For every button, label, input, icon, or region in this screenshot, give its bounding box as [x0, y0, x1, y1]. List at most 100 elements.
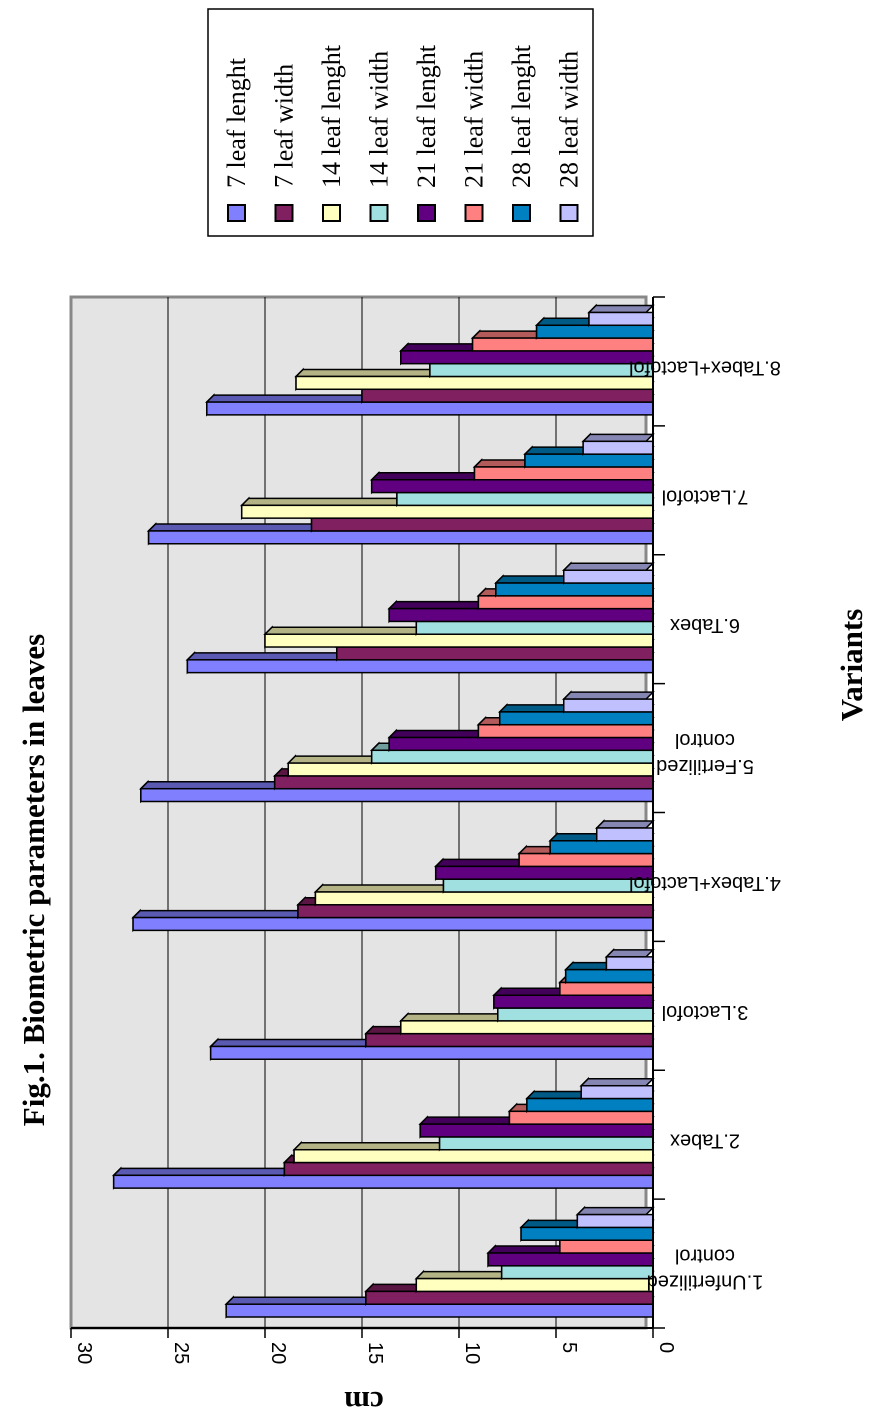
category-label: 5.Fertilizedcontrol [656, 729, 754, 777]
legend-swatch [512, 204, 531, 222]
bar-front [240, 504, 654, 519]
legend-label: 7 leaf width [270, 64, 299, 188]
bar-front [388, 736, 654, 752]
bar-front [225, 1303, 654, 1318]
value-tick-label: 15 [364, 1342, 386, 1364]
bar-front [438, 1136, 654, 1151]
value-tick-label: 20 [267, 1342, 289, 1364]
value-tick-label: 10 [461, 1342, 483, 1364]
value-tick-label: 30 [73, 1342, 95, 1364]
bar-front [273, 775, 654, 790]
legend-label: 14 leaf width [365, 51, 394, 188]
bar-front [400, 350, 654, 365]
category-label: 8.Tabex+Lactofol [629, 356, 781, 378]
bar-front [209, 1045, 654, 1060]
bar-front [400, 1020, 654, 1035]
legend-label: 28 leaf lenght [507, 44, 536, 188]
bar [579, 1076, 655, 1101]
bar-front [370, 749, 654, 764]
bar-front [396, 491, 654, 507]
category-label: 2.Tabex [670, 1130, 740, 1152]
bar-front [563, 569, 654, 584]
bar-top-face [575, 1206, 655, 1216]
bar-front [132, 916, 654, 932]
category-label: 1.Unfertilizedcontrol [647, 1245, 764, 1293]
bar-front [415, 1277, 654, 1293]
legend-swatch [417, 204, 436, 222]
bar [561, 561, 655, 585]
bar-top-face [604, 949, 655, 958]
bar-front [361, 388, 654, 403]
bar-front [365, 1032, 654, 1048]
bar-front [434, 865, 654, 880]
bar-front [140, 787, 654, 803]
bar-front [559, 1239, 654, 1254]
legend-label: 14 leaf lenght [317, 44, 346, 188]
bar-front [297, 904, 654, 919]
bar-front [206, 401, 654, 416]
legend-swatch [322, 204, 341, 222]
bar-front [112, 1174, 654, 1189]
legend-label: 21 leaf width [460, 51, 489, 188]
bar-front [477, 595, 654, 610]
bar-front [419, 1123, 654, 1138]
bar [594, 819, 655, 843]
bar-front [582, 440, 654, 455]
bar-front [493, 994, 654, 1009]
bar [561, 690, 655, 714]
bar-front [495, 582, 654, 597]
bar-front [370, 479, 654, 494]
bar-top-face [561, 562, 655, 571]
bar-front [473, 466, 654, 481]
bar [575, 1205, 655, 1230]
bar-front [295, 375, 654, 391]
bar [604, 948, 655, 972]
bar-front [477, 723, 654, 739]
bar-front [415, 620, 654, 635]
bar-front [520, 1226, 654, 1241]
bar-front [563, 698, 654, 713]
bar-front [498, 711, 654, 726]
bar-front [442, 878, 654, 893]
legend: 7 leaf lenght 7 leaf width 14 leaf lenght 1… [207, 8, 594, 237]
axes: 1.Unfertilizedcontrol 2.Tabex 3.Lactofol 4.… [70, 296, 781, 1364]
chart-title: Fig.1. Biometric parameters in leaves [16, 634, 51, 1126]
legend-box [207, 8, 594, 237]
bar-front [471, 337, 654, 352]
bar [587, 303, 655, 328]
legend-label: 21 leaf lenght [412, 44, 441, 188]
legend-swatch [369, 204, 389, 222]
bar-front [487, 1252, 654, 1267]
bar-front [559, 981, 654, 997]
bar-front [186, 659, 654, 674]
legend-label: 7 leaf lenght [222, 57, 251, 188]
bar-front [264, 633, 654, 648]
bar-front [365, 1290, 654, 1305]
bar-front [293, 1148, 654, 1164]
legend-swatch [227, 204, 246, 222]
bar-front [147, 530, 654, 545]
bar-front [564, 968, 654, 984]
bar-front [535, 324, 654, 339]
bar-top-face [587, 304, 655, 314]
bar-front [518, 852, 654, 868]
value-tick-label: 0 [655, 1342, 677, 1353]
legend-swatch [274, 204, 294, 222]
bar-top-face [561, 691, 655, 700]
value-tick-label: 5 [558, 1342, 580, 1353]
bar-front [283, 1161, 654, 1177]
bar-front [310, 517, 654, 532]
bar-top-face [579, 1077, 655, 1087]
legend-swatch [559, 204, 579, 222]
bar-front [549, 840, 654, 855]
bar-front [526, 1097, 654, 1113]
bar-front [588, 311, 654, 327]
bar-front [497, 1007, 654, 1022]
x-axis-title: Variants [834, 609, 869, 722]
value-tick-label: 25 [170, 1342, 192, 1364]
bar [581, 432, 655, 456]
category-label: 7.Lactofol [662, 485, 749, 507]
bar-front [336, 646, 654, 661]
bar-front [576, 1213, 654, 1229]
